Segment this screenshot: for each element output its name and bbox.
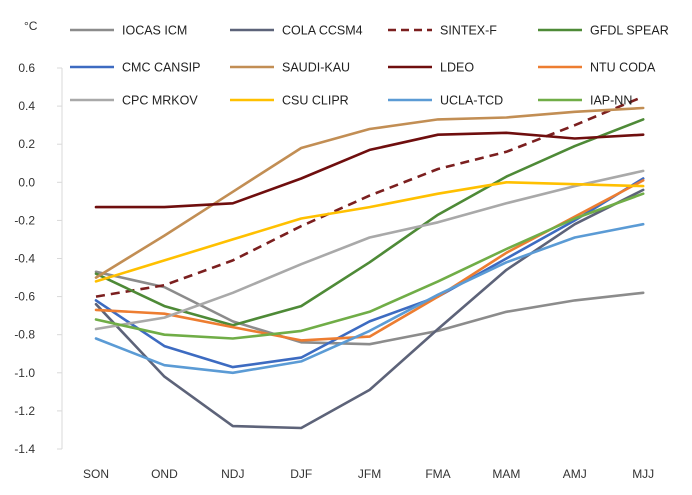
y-axis-unit-label: °C [24,19,38,33]
legend-label: SAUDI-KAU [282,61,350,75]
legend-item-sintex-f: SINTEX-F [388,24,497,38]
y-tick-label: -0.2 [14,213,35,227]
legend-label: COLA CCSM4 [282,24,363,38]
y-tick-label: 0.6 [18,61,35,75]
x-tick-label: MJJ [632,467,654,481]
legend-item-cpc-mrkov: CPC MRKOV [70,94,198,108]
y-tick-label: 0.0 [18,175,35,189]
legend-label: UCLA-TCD [440,94,503,108]
series-line-ucla-tcd [94,222,645,375]
legend-item-cola-ccsm4: COLA CCSM4 [230,24,363,38]
legend-label: NTU CODA [590,61,656,75]
x-tick-label: MAM [492,467,520,481]
legend-item-ldeo: LDEO [388,61,474,75]
legend-label: IOCAS ICM [122,24,187,38]
series-line-ldeo [94,131,645,209]
series-line-csu-clipr [94,181,645,283]
legend-item-csu-clipr: CSU CLIPR [230,94,349,108]
y-tick-label: 0.4 [18,99,35,113]
y-tick-label: -0.4 [14,252,35,266]
x-tick-label: NDJ [221,467,244,481]
x-tick-label: SON [83,467,109,481]
legend-label: CSU CLIPR [282,94,349,108]
legend-label: GFDL SPEAR [590,24,669,38]
series-line-iocas-icm [94,270,645,346]
legend-label: IAP-NN [590,94,632,108]
x-tick-label: DJF [290,467,312,481]
legend-label: LDEO [440,61,474,75]
legend-item-ucla-tcd: UCLA-TCD [388,94,503,108]
y-axis-ticks: 0.6 0.4 0.2 0.0 -0.2 -0.4 -0.6 -0.8 -1.0 -1.2 -1.4 [14,61,62,456]
legend-item-iocas-icm: IOCAS ICM [70,24,187,38]
series-line-iap-nn [94,192,645,340]
legend-item-saudi-kau: SAUDI-KAU [230,61,350,75]
y-tick-label: -0.6 [14,290,35,304]
series-line-sintex-f [95,95,644,298]
x-tick-label: AMJ [563,467,587,481]
y-tick-label: 0.2 [18,137,35,151]
x-axis-ticks: SON OND NDJ DJF JFM FMA MAM AMJ MJJ [83,467,654,481]
legend-item-cmc-cansip: CMC CANSIP [70,61,200,75]
legend: IOCAS ICM COLA CCSM4 SINTEX-F GFDL SPEAR CMC… [70,24,669,108]
series-line-saudi-kau [94,106,645,279]
series-line-gfdl-spear [94,118,645,327]
series-line-cmc-cansip [94,177,645,369]
y-tick-label: -1.0 [14,366,35,380]
legend-label: SINTEX-F [440,24,497,38]
series-line-cpc-mrkov [94,169,645,331]
y-tick-label: -1.4 [14,442,35,456]
x-tick-label: OND [151,467,178,481]
x-tick-label: FMA [425,467,450,481]
legend-label: CMC CANSIP [122,61,200,75]
series-line-cola-ccsm4 [94,188,645,430]
legend-item-iap-nn: IAP-NN [538,94,632,108]
legend-label: CPC MRKOV [122,94,198,108]
series-lines [94,95,645,430]
x-tick-label: JFM [358,467,381,481]
y-tick-label: -0.8 [14,328,35,342]
legend-item-ntu-coda: NTU CODA [538,61,656,75]
legend-item-gfdl-spear: GFDL SPEAR [538,24,669,38]
y-tick-label: -1.2 [14,404,35,418]
